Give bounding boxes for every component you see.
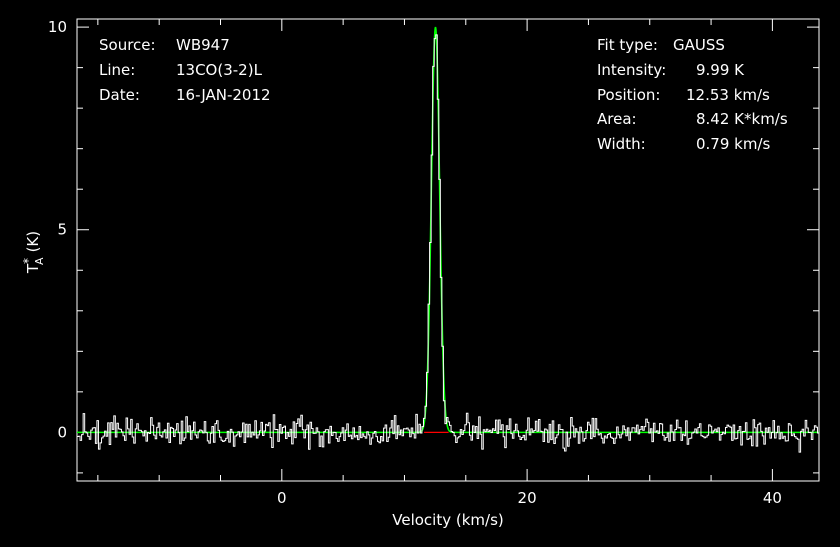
y-tick-label: 5: [57, 221, 67, 239]
y-tick-label: 0: [57, 423, 67, 441]
intensity-value: 9.99 K: [696, 61, 745, 79]
axis-tick-labels: 0 20 40 0 5 10: [48, 18, 782, 507]
width-value: 0.79 km/s: [696, 135, 771, 153]
fit-type-value: GAUSS: [673, 36, 725, 54]
plot-frame: [76, 18, 820, 482]
x-axis-label: Velocity (km/s): [392, 511, 503, 529]
y-axis-label-symbol: T: [24, 263, 42, 274]
date-key: Date:: [99, 86, 140, 104]
svg-text:T*A(K): T*A (K): [21, 231, 46, 274]
spectrum-line: [77, 34, 819, 453]
info-right: Fit type: GAUSS Intensity: 9.99 K Positi…: [597, 36, 788, 153]
intensity-key: Intensity:: [597, 61, 666, 79]
fit-type-key: Fit type:: [597, 36, 658, 54]
info-left: Source: WB947 Line: 13CO(3-2)L Date: 16-…: [99, 36, 271, 104]
line-value: 13CO(3-2)L: [176, 61, 263, 79]
y-axis-label: T*A (K): [21, 231, 46, 274]
x-tick-label: 40: [763, 489, 782, 507]
date-value: 16-JAN-2012: [176, 86, 271, 104]
area-key: Area:: [597, 110, 637, 128]
line-key: Line:: [99, 61, 135, 79]
y-axis-label-sub: A: [33, 257, 46, 265]
position-value: 12.53 km/s: [686, 86, 770, 104]
source-value: WB947: [176, 36, 230, 54]
x-tick-label: 20: [518, 489, 537, 507]
area-value: 8.42 K*km/s: [696, 110, 788, 128]
y-axis-label-sup: *: [21, 258, 35, 264]
source-key: Source:: [99, 36, 156, 54]
width-key: Width:: [597, 135, 646, 153]
position-key: Position:: [597, 86, 660, 104]
y-tick-label: 10: [48, 18, 67, 36]
x-tick-label: 0: [277, 489, 287, 507]
y-axis-label-unit: (K): [24, 231, 42, 253]
